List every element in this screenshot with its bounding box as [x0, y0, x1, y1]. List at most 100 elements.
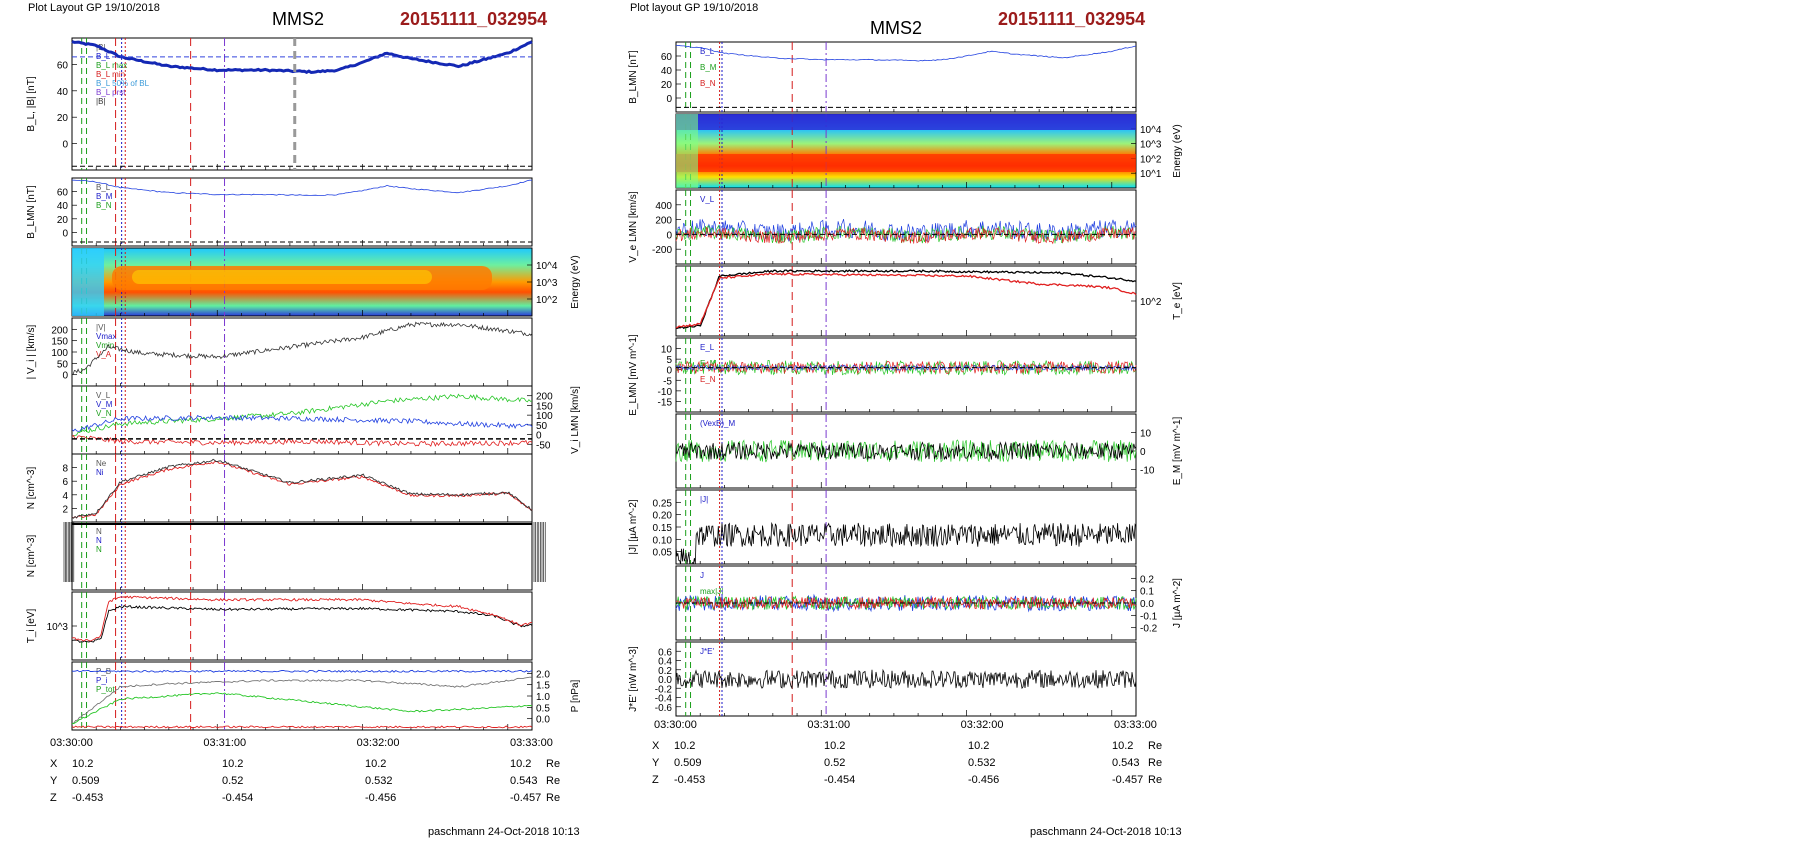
left-event-id: 20151111_032954 [400, 9, 548, 29]
series-ve-l [675, 218, 1137, 243]
ephemeris-value: 10.2 [510, 758, 532, 770]
series-b-l-thin [675, 44, 1137, 62]
legend-label: J [700, 571, 704, 580]
y-tick-label: 40 [661, 66, 673, 77]
y-tick-label: 0.6 [658, 647, 672, 658]
legend-label: Vmin [96, 341, 114, 350]
right-panel-1: 0 20 40 60 B_LMN [nT] B_L B_M B_N [628, 41, 1137, 113]
right-panel-frame [675, 189, 1137, 265]
left-panel-frame [71, 661, 533, 731]
y-tick-label: 0.15 [653, 523, 673, 534]
legend-label: J*E' [700, 647, 714, 656]
right-time-tick-label: 03:33:00 [1114, 719, 1157, 731]
y-tick-label: 100 [536, 411, 553, 422]
spectrogram-core-band [132, 270, 432, 284]
y-tick-label: 10^2 [1140, 154, 1162, 165]
left-panel-frame [71, 521, 533, 591]
ephemeris-value: 10.2 [72, 758, 94, 770]
legend-label: V_M [96, 400, 113, 409]
left-probe-title: MMS2 [272, 9, 325, 29]
ephemeris-unit: Re [546, 792, 561, 804]
y-tick-label: 20 [57, 215, 69, 226]
y-axis-label: J*E' [nW m^-3] [628, 646, 639, 712]
right-panel-4: 10^2 T_e [eV] [675, 265, 1183, 337]
y-tick-label: 8 [62, 464, 68, 475]
y-axis-label: E_M [mV m^-1] [1172, 416, 1183, 485]
y-tick-label: 0.2 [1140, 574, 1154, 585]
series-e-n [675, 363, 1137, 372]
legend-label: |V| [96, 323, 106, 332]
right-time-tick-label: 03:32:00 [961, 719, 1004, 731]
legend-label: B_L 50% of BL [96, 79, 150, 88]
legend-label: Ne [96, 459, 107, 468]
legend-label: V_L [96, 391, 111, 400]
y-axis-label: Energy (eV) [570, 255, 581, 308]
legend-label: Vmax [96, 332, 116, 341]
right-time-tick-label: 03:30:00 [654, 719, 697, 731]
y-tick-label: 150 [51, 337, 68, 348]
legend-label: B_L [96, 52, 111, 61]
y-tick-label: -0.6 [655, 703, 673, 714]
right-panel-frame [675, 265, 1137, 337]
ephemeris-value: -0.457 [1112, 774, 1144, 786]
ephemeris-value: 10.2 [1112, 740, 1134, 752]
right-panel-6: -10 0 10 E_M [mV m^-1] (VexB)_M [675, 413, 1183, 489]
y-tick-label: 0.0 [658, 675, 672, 686]
y-tick-label: -15 [658, 397, 673, 408]
ephemeris-value: 0.532 [968, 757, 996, 769]
ephemeris-value: 0.509 [72, 775, 100, 787]
y-tick-label: 10^3 [47, 622, 69, 633]
y-tick-label: 0.4 [658, 657, 672, 668]
y-tick-label: 0 [666, 94, 672, 105]
ephemeris-value: 0.543 [1112, 757, 1140, 769]
y-tick-label: 60 [661, 52, 673, 63]
spectrogram-start-region [676, 114, 698, 188]
y-tick-label: 6 [62, 477, 68, 488]
left-panel-7: N [cm^-3] NNN [26, 521, 546, 591]
ephemeris-value: 0.52 [824, 757, 846, 769]
right-panel-frame [675, 41, 1137, 113]
left-panel-frame [71, 37, 533, 171]
y-tick-label: 20 [661, 80, 673, 91]
legend-label: E_M [700, 359, 717, 368]
y-tick-label: 0.2 [658, 666, 672, 677]
y-tick-label: 0.10 [653, 535, 673, 546]
series-ti-black [71, 605, 533, 643]
spectrogram-red-band [676, 154, 1136, 172]
legend-label: V_N [96, 409, 112, 418]
series-v-m [71, 414, 533, 432]
left-panel-frame [71, 317, 533, 387]
y-tick-label: -10 [658, 387, 673, 398]
y-tick-label: 10^4 [1140, 125, 1162, 136]
right-panel-frame [675, 337, 1137, 413]
ephemeris-row-label: X [652, 740, 660, 752]
ephemeris-value: 0.509 [674, 757, 702, 769]
series-je [675, 668, 1137, 690]
y-tick-label: 1.0 [536, 692, 550, 703]
y-tick-label: 40 [57, 201, 69, 212]
legend-label: B_L [96, 183, 111, 192]
y-tick-label: 400 [655, 201, 672, 212]
ephemeris-value: 0.532 [365, 775, 393, 787]
y-tick-label: 0.1 [1140, 587, 1154, 598]
y-tick-label: 0 [536, 431, 542, 442]
right-footer: paschmann 24-Oct-2018 10:13 [1030, 826, 1182, 838]
y-tick-label: 0.0 [1140, 599, 1154, 610]
legend-label: N [96, 536, 102, 545]
y-tick-label: -0.4 [655, 694, 673, 705]
series-j-m [675, 595, 1137, 611]
legend-label: |J| [700, 495, 708, 504]
ephemeris-unit: Re [546, 758, 561, 770]
y-tick-label: 200 [655, 216, 672, 227]
y-tick-label: 200 [51, 325, 68, 336]
y-tick-label: 2.0 [536, 669, 550, 680]
ephemeris-row-label: Y [652, 757, 660, 769]
y-tick-label: -0.2 [1140, 624, 1158, 635]
ephemeris-value: -0.454 [824, 774, 856, 786]
ephemeris-value: 10.2 [222, 758, 244, 770]
y-tick-label: -0.2 [655, 684, 673, 695]
series-p-i [71, 676, 533, 725]
